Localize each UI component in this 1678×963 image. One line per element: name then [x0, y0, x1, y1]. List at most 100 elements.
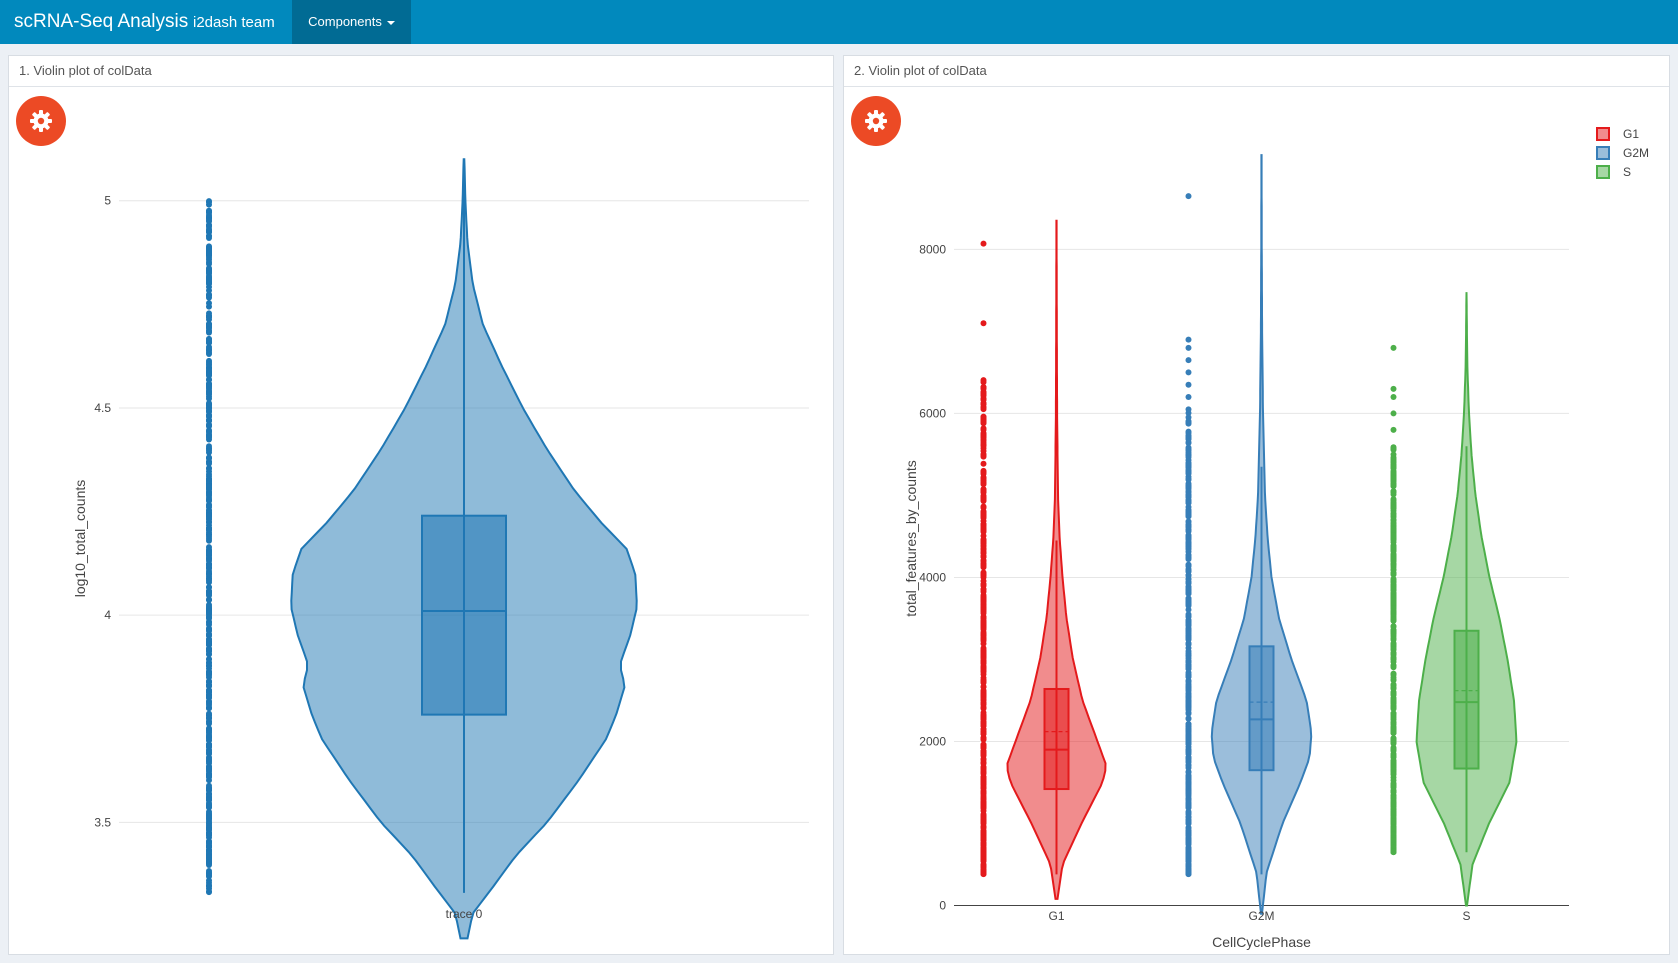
components-menu[interactable]: Components	[292, 0, 411, 44]
outlier-point	[1390, 757, 1397, 764]
outlier-point	[1390, 504, 1397, 511]
outlier-point	[206, 813, 212, 820]
legend: G1 G2M S	[1596, 127, 1649, 179]
y-tick-label: 4.5	[94, 401, 111, 415]
outlier-point	[980, 850, 987, 857]
outlier-point	[1390, 596, 1397, 603]
outlier-point	[1390, 470, 1397, 477]
outlier-point	[1185, 790, 1192, 797]
outlier-point	[1390, 623, 1397, 630]
outlier-point	[1390, 616, 1397, 623]
outlier-point	[1185, 511, 1192, 518]
outlier-point	[206, 820, 212, 827]
outlier-point	[206, 249, 212, 256]
y-tick-label: 3.5	[94, 815, 111, 829]
outlier-point	[980, 846, 987, 853]
outlier-point	[980, 562, 987, 569]
settings-button[interactable]	[16, 96, 66, 146]
outlier-point	[1390, 788, 1397, 795]
outlier-point	[980, 631, 987, 638]
panel-title: 1. Violin plot of colData	[9, 56, 833, 87]
outlier-point	[1185, 536, 1192, 543]
outlier-point	[206, 683, 212, 690]
violin-g2m	[1185, 154, 1313, 915]
outlier-point	[980, 730, 987, 737]
gear-icon	[30, 110, 52, 132]
outlier-point	[1390, 746, 1397, 753]
outlier-point	[1390, 655, 1397, 662]
outlier-point	[206, 614, 212, 621]
outlier-point	[1390, 664, 1397, 671]
settings-button[interactable]	[851, 96, 901, 146]
outlier-point	[1185, 616, 1192, 623]
outlier-point	[206, 526, 212, 533]
app-title[interactable]: scRNA-Seq Analysis	[14, 11, 189, 32]
outlier-point	[1185, 634, 1192, 641]
outlier-point	[980, 397, 987, 404]
components-menu-label: Components	[308, 14, 382, 29]
outlier-point	[980, 404, 987, 411]
outlier-point	[206, 260, 212, 267]
outlier-point	[980, 804, 987, 811]
outlier-point	[206, 755, 212, 762]
outlier-point	[1390, 794, 1397, 801]
outlier-point	[1185, 381, 1192, 388]
outlier-point	[1185, 721, 1192, 728]
outlier-point	[1185, 336, 1192, 343]
outlier-point	[1185, 832, 1192, 839]
outlier-point	[1185, 444, 1192, 451]
outlier-point	[206, 445, 212, 452]
outlier-point	[1390, 764, 1397, 771]
outlier-point	[1185, 432, 1192, 439]
outlier-point	[206, 549, 212, 556]
outlier-point	[1185, 809, 1192, 816]
outlier-point	[1185, 776, 1192, 783]
outlier-point	[206, 596, 212, 603]
outlier-point	[980, 493, 987, 500]
outlier-point	[980, 824, 987, 831]
outlier-point	[206, 376, 212, 383]
outlier-point	[1390, 445, 1397, 452]
outlier-point	[1390, 645, 1397, 652]
outlier-point	[980, 828, 987, 835]
outlier-point	[1390, 561, 1397, 568]
outlier-point	[1185, 586, 1192, 593]
outlier-point	[980, 755, 987, 762]
outlier-point	[980, 812, 987, 819]
outlier-point	[1185, 702, 1192, 709]
outlier-point	[1390, 818, 1397, 825]
outlier-point	[980, 785, 987, 792]
outlier-point	[980, 726, 987, 733]
caret-down-icon	[386, 20, 395, 25]
outlier-point	[1390, 394, 1397, 401]
outlier-point	[206, 460, 212, 467]
outlier-point	[1185, 761, 1192, 768]
outlier-point	[1185, 748, 1192, 755]
outlier-point	[206, 310, 212, 317]
outlier-point	[1390, 463, 1397, 470]
outlier-point	[980, 392, 987, 399]
outlier-point	[980, 578, 987, 585]
outlier-point	[206, 519, 212, 526]
outlier-point	[206, 698, 212, 705]
outlier-point	[206, 636, 212, 643]
legend-label: G2M	[1623, 146, 1649, 160]
outlier-point	[1390, 583, 1397, 590]
outlier-point	[206, 766, 212, 773]
outlier-point	[1390, 739, 1397, 746]
y-tick-label: 2000	[919, 734, 946, 748]
outlier-point	[1185, 454, 1192, 461]
outlier-point	[206, 465, 212, 472]
outlier-point	[1185, 406, 1192, 413]
outlier-point	[1185, 733, 1192, 740]
outlier-point	[206, 497, 212, 504]
outlier-point	[1390, 410, 1397, 417]
outlier-point	[206, 371, 212, 378]
outlier-point	[980, 517, 987, 524]
outlier-point	[1390, 576, 1397, 583]
outlier-point	[1390, 635, 1397, 642]
outlier-point	[1390, 640, 1397, 647]
outlier-point	[1185, 706, 1192, 713]
outlier-point	[206, 421, 212, 428]
outlier-point	[206, 687, 212, 694]
